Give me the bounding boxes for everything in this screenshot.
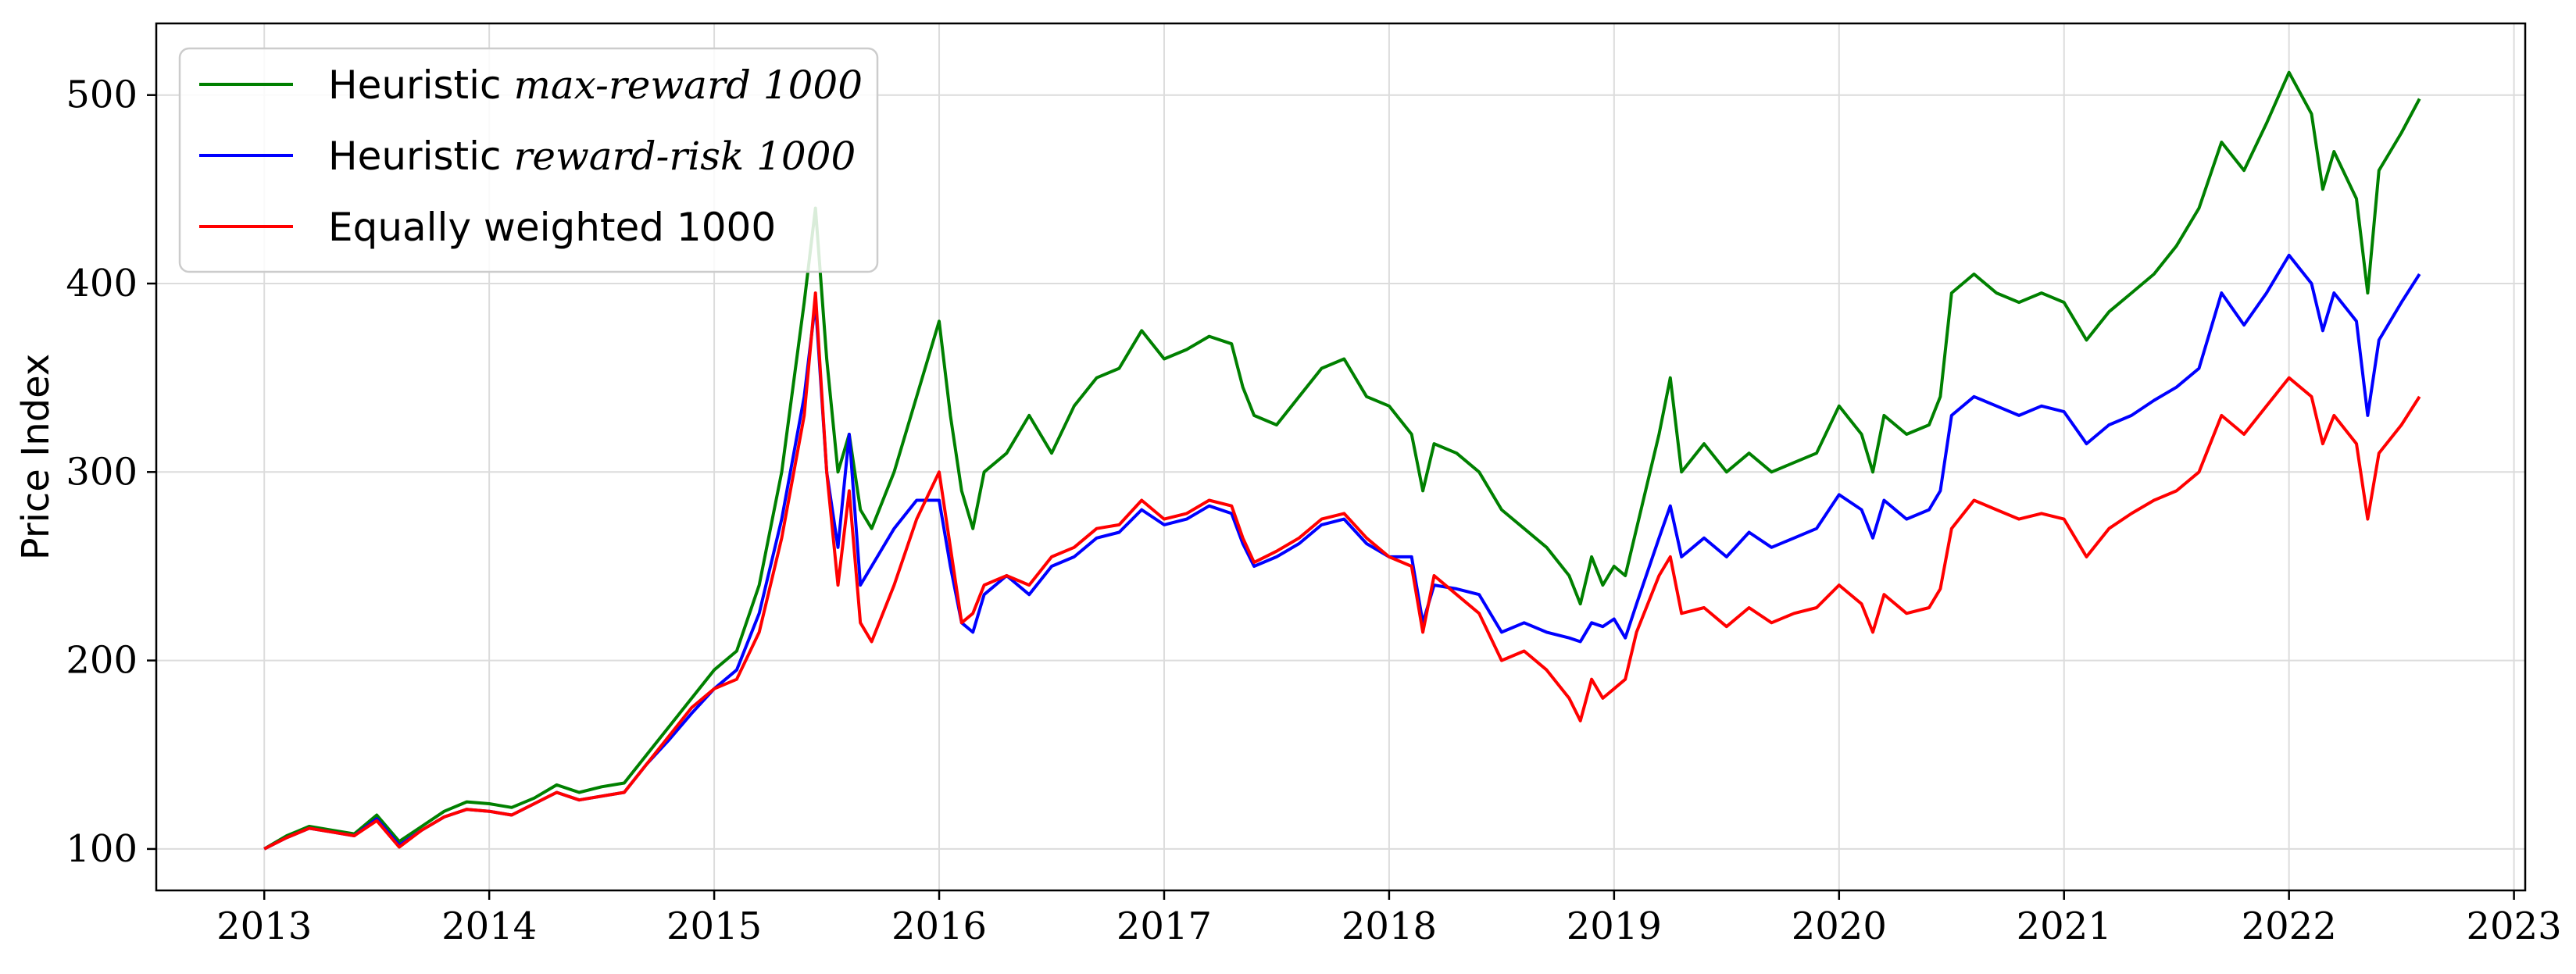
x-tick-label: 2022 [2242, 904, 2337, 948]
series-line-equally-weighted [263, 291, 2421, 851]
x-tick-label: 2019 [1567, 904, 1662, 948]
plot-frame [155, 22, 2527, 892]
series-layer [263, 70, 2421, 851]
x-tick-label: 2020 [1792, 904, 1887, 948]
legend: Heuristic max-reward 1000 Heuristic rewa… [178, 47, 879, 273]
x-axis: 2013 2014 2015 2016 2017 2018 2019 2020 2021 2022… [216, 890, 2562, 948]
x-tick-label: 2013 [216, 904, 312, 948]
x-tick-label: 2018 [1342, 904, 1437, 948]
series-line-max-reward [263, 70, 2421, 851]
x-tick-label: 2016 [891, 904, 987, 948]
series-line-reward-risk [263, 253, 2421, 851]
x-tick-label: 2014 [441, 904, 537, 948]
legend-box [178, 47, 879, 273]
legend-entry-equally-weighted: Equally weighted 1000 [328, 205, 776, 250]
x-tick-label: 2021 [2017, 904, 2112, 948]
x-tick-label: 2023 [2467, 904, 2562, 948]
y-axis: 100 200 300 400 500 [66, 73, 156, 871]
legend-entry-max-reward: Heuristic max-reward 1000 [328, 62, 863, 108]
y-tick-label: 500 [66, 73, 138, 117]
y-tick-label: 100 [66, 827, 138, 871]
y-tick-label: 200 [66, 639, 138, 683]
x-tick-label: 2017 [1117, 904, 1212, 948]
legend-entry-reward-risk: Heuristic reward-risk 1000 [328, 134, 856, 179]
y-tick-label: 400 [66, 262, 138, 305]
x-tick-label: 2015 [666, 904, 762, 948]
y-tick-label: 300 [66, 450, 138, 494]
y-axis-label: Price Index [14, 354, 58, 561]
